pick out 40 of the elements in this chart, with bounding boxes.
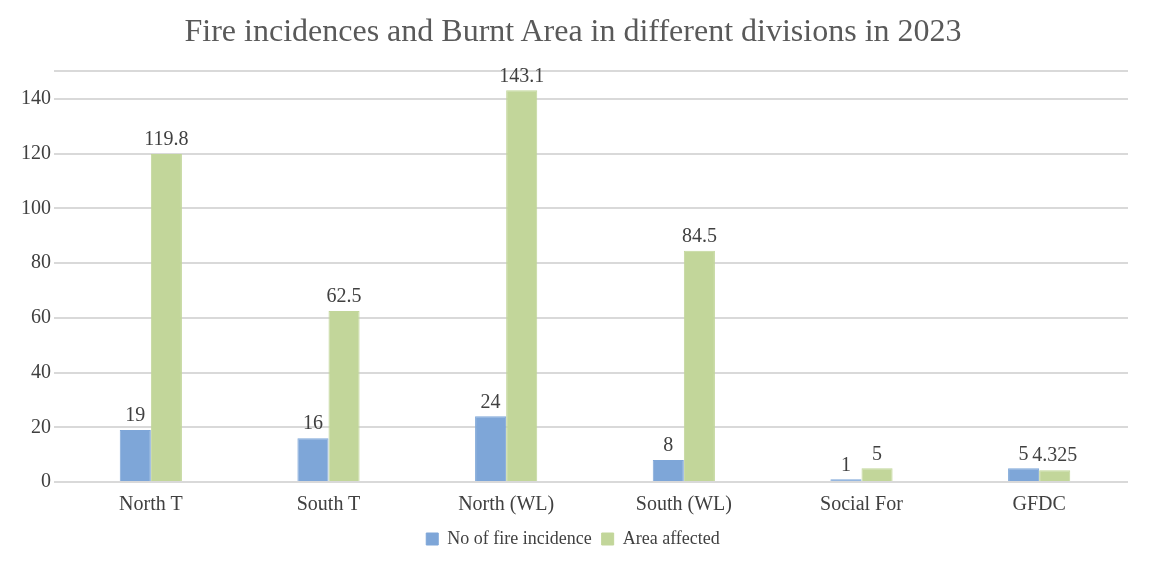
data-label: 16: [302, 411, 323, 434]
data-label: 8: [663, 433, 674, 456]
bar: [683, 250, 715, 481]
data-label: 84.5: [681, 223, 717, 246]
data-label: 1: [840, 452, 851, 475]
bar: [1008, 468, 1040, 481]
x-tick-label: North T: [119, 492, 183, 515]
y-tick-label: 140: [21, 86, 51, 109]
y-tick-label: 0: [41, 469, 51, 492]
y-tick-label: 20: [31, 414, 51, 437]
x-tick-label: South (WL): [635, 492, 732, 516]
bar: [150, 154, 182, 481]
y-tick-label: 40: [31, 359, 51, 382]
data-label: 62.5: [326, 284, 362, 307]
bar: [861, 468, 893, 481]
data-label: 4.325: [1032, 443, 1078, 466]
x-tick-label: North (WL): [458, 492, 555, 516]
legend-label: Area affected: [622, 527, 720, 548]
bar: [119, 429, 151, 481]
legend-label: No of fire incidence: [447, 527, 592, 548]
data-label: 143.1: [499, 63, 545, 86]
bar: [475, 416, 507, 481]
bar: [652, 460, 684, 481]
data-label: 24: [480, 389, 501, 412]
y-tick-label: 80: [31, 250, 51, 273]
bar: [328, 310, 360, 481]
y-tick-label: 100: [21, 195, 51, 218]
data-label: 119.8: [144, 127, 189, 150]
x-tick-label: GFDC: [1012, 492, 1066, 515]
y-tick-label: 60: [31, 305, 51, 328]
bar: [506, 90, 538, 481]
chart-title: Fire incidences and Burnt Area in different divisions in 2023: [184, 11, 962, 48]
data-label: 19: [125, 403, 146, 426]
bar: [297, 438, 329, 481]
x-tick-label: South T: [296, 492, 361, 515]
y-tick-label: 120: [21, 140, 51, 163]
data-label: 5: [1018, 441, 1029, 464]
x-tick-label: Social For: [820, 492, 904, 515]
data-label: 5: [872, 441, 883, 464]
bar: [1039, 470, 1071, 481]
